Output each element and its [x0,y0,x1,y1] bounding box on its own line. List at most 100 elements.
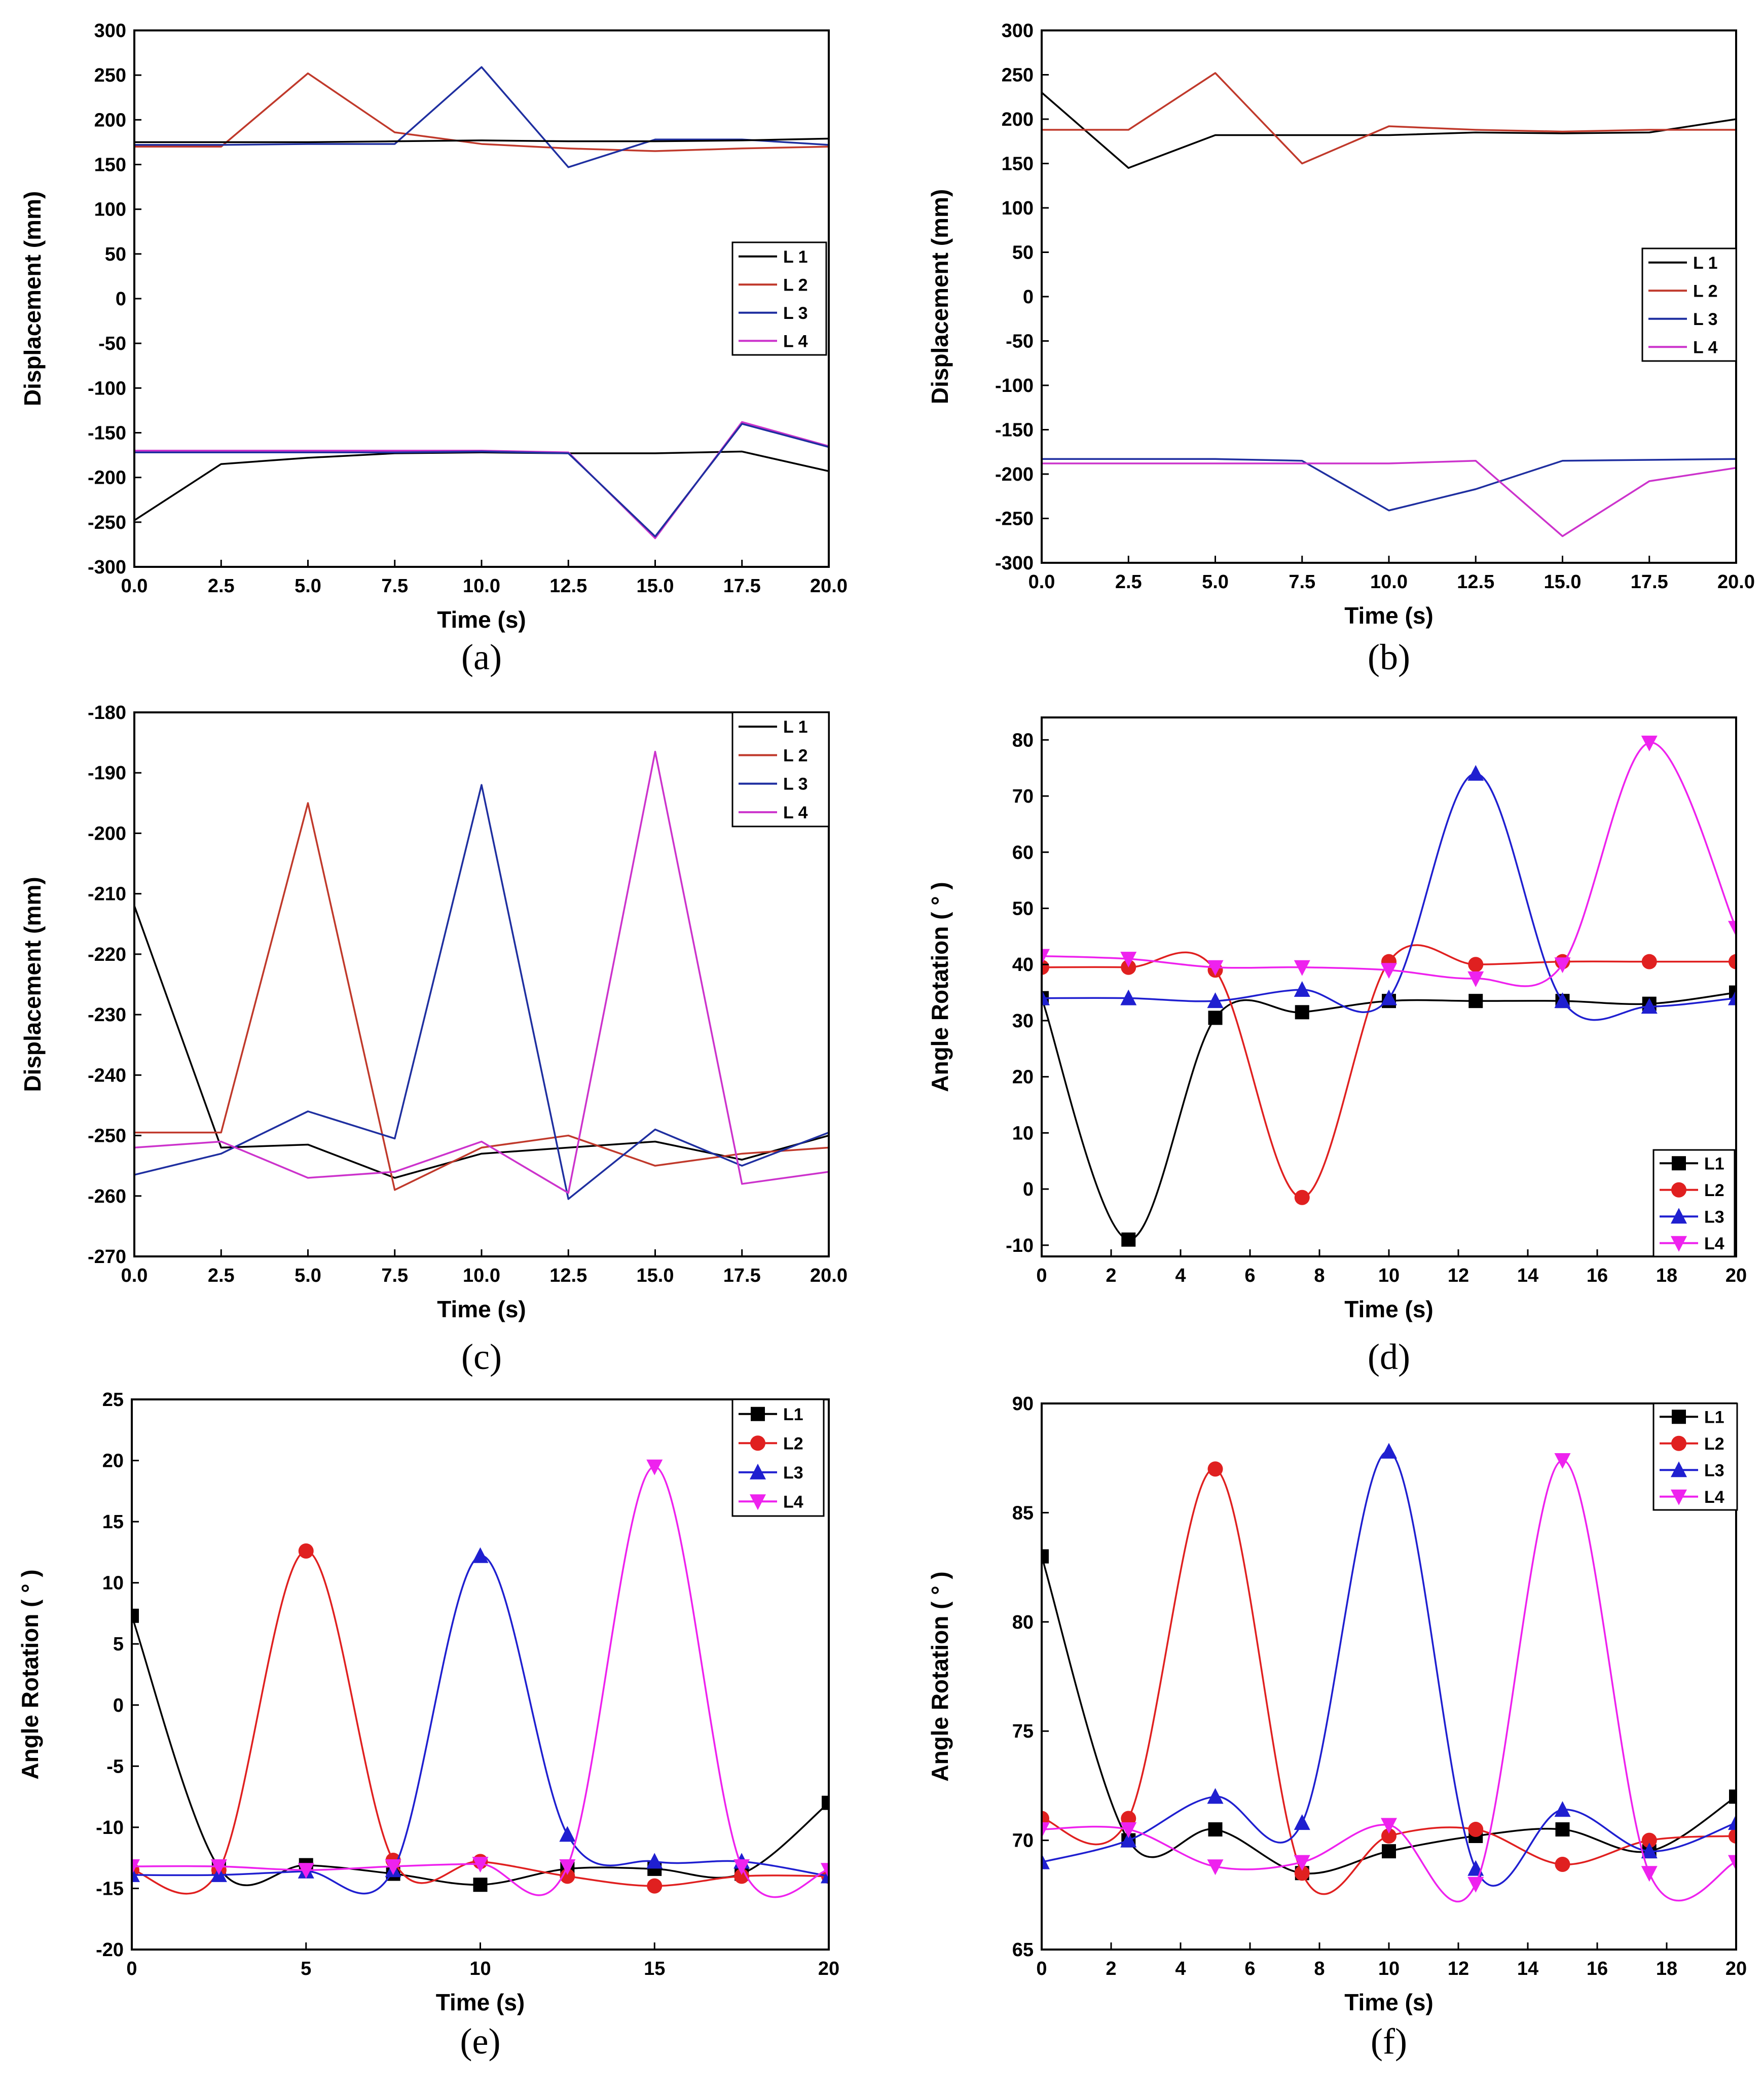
series-group [1042,735,1736,1247]
legend-label: L 3 [783,304,808,323]
data-point-l2-4 [1381,1828,1396,1844]
data-point-l4-4 [1381,1818,1397,1834]
data-point-l1-8 [822,1795,829,1810]
legend-label: L 4 [783,803,808,822]
data-point-l1-1 [1121,1232,1136,1247]
panel-caption: (a) [461,637,502,677]
x-axis-title: Time (s) [437,1296,526,1322]
x-tick-label: 0.0 [121,575,148,597]
x-tick-label: 10.0 [463,575,500,597]
legend: L1 L2 L3 L4 [731,1398,825,1517]
legend-label: L 1 [1693,254,1718,273]
data-point-l4-0 [132,1859,140,1876]
x-tick-label: 15.0 [637,1265,674,1286]
y-tick-label: 300 [1002,20,1034,42]
data-point-l2-2 [1207,1461,1223,1477]
x-tick-label: 5 [301,1958,311,1979]
legend-label: L 2 [1693,281,1718,301]
y-axis-title: Angle Rotation ( ° ) [927,1571,953,1781]
y-tick-label: -10 [1006,1235,1034,1256]
data-point-l1-6 [1555,1822,1570,1837]
y-tick-label: -300 [88,557,126,578]
x-tick-label: 10 [469,1958,491,1979]
y-tick-label: 90 [1012,1393,1034,1415]
x-tick-label: 17.5 [723,1265,761,1286]
series-group [134,750,829,1200]
chart-panel-2: 0.0 2.5 5.0 7.5 10.0 12.5 15.0 17.5 20.0 -300 -250… [927,20,1755,677]
y-tick-label: -230 [88,1004,126,1026]
x-tick-label: 17.5 [1631,571,1668,593]
legend: L 1 L 2 L 3 L 4 [731,241,827,356]
data-point-l1-8 [1729,1789,1736,1804]
x-tick-label: 8 [1314,1265,1325,1286]
legend: L1 L2 L3 L4 [1652,1402,1738,1511]
data-point-l2-2 [298,1543,314,1559]
legend-marker [1671,1208,1687,1224]
x-tick-label: 2 [1106,1265,1116,1286]
y-tick-label: 15 [102,1511,124,1533]
legend-label: L3 [1704,1207,1724,1227]
legend-marker [1671,1236,1687,1252]
y-tick-label: -220 [88,944,126,965]
y-tick-label: 200 [1002,109,1034,130]
x-tick-label: 5.0 [1202,571,1229,593]
y-tick-label: 300 [94,20,126,42]
x-tick-label: 0 [1036,1265,1047,1286]
x-tick-label: 17.5 [723,575,761,597]
y-tick-label: 100 [94,199,126,221]
x-tick-label: 4 [1175,1265,1186,1286]
legend-label: L3 [1704,1461,1724,1480]
y-tick-label: 150 [1002,154,1034,175]
legend-marker [1672,1156,1686,1171]
y-tick-label: -50 [98,333,126,354]
data-point-l2-5 [1468,1822,1484,1837]
data-point-l3-8 [1728,1814,1736,1830]
x-tick-label: 12.5 [549,1265,587,1286]
data-point-l4-7 [733,1859,750,1876]
panel-caption: (e) [460,2021,501,2062]
legend-label: L 4 [1693,338,1718,357]
data-point-l3-0 [1042,989,1050,1005]
data-point-l4-7 [1641,1866,1658,1882]
legend-marker [1672,1410,1686,1424]
y-tick-label: 20 [102,1451,124,1472]
legend-marker [750,1463,766,1480]
x-tick-label: 12.5 [1457,571,1494,593]
x-tick-label: 12.5 [549,575,587,597]
y-tick-label: 10 [1012,1123,1034,1144]
x-tick-label: 20.0 [810,575,848,597]
y-tick-label: 80 [1012,1612,1034,1633]
x-tick-label: 18 [1656,1958,1677,1979]
x-tick-label: 15.0 [637,575,674,597]
data-point-l3-4 [1381,989,1397,1005]
data-point-l3-5 [559,1826,576,1842]
x-tick-label: 5.0 [295,575,321,597]
x-tick-label: 10 [1378,1265,1400,1286]
y-tick-label: 0 [1023,286,1034,308]
x-tick-label: 5.0 [295,1265,321,1286]
panel-caption: (d) [1368,1337,1410,1377]
y-tick-label: 250 [94,65,126,86]
x-tick-label: 15.0 [1544,571,1582,593]
data-point-l1-0 [1042,1549,1049,1564]
data-point-l1-4 [1382,1844,1396,1859]
y-axis-title: Angle Rotation ( ° ) [927,882,953,1092]
data-point-l3-0 [1042,1853,1050,1869]
legend-box [1652,1149,1736,1257]
y-tick-label: 150 [94,155,126,176]
legend-label: L 4 [783,332,808,351]
data-point-l4-4 [472,1857,489,1873]
data-point-l3-3 [1294,981,1310,997]
data-point-l4-3 [1294,1855,1310,1871]
x-tick-label: 16 [1587,1958,1608,1979]
x-tick-label: 8 [1314,1958,1325,1979]
data-point-l4-2 [1207,960,1224,976]
x-tick-label: 20 [1725,1265,1747,1286]
series-line-l1-0 [134,450,829,521]
data-point-l1-2 [1208,1011,1223,1025]
y-tick-label: 30 [1012,1011,1034,1032]
x-axis-title: Time (s) [1344,1989,1434,2015]
y-tick-label: -100 [88,378,126,399]
data-point-l2-0 [1042,1811,1049,1826]
